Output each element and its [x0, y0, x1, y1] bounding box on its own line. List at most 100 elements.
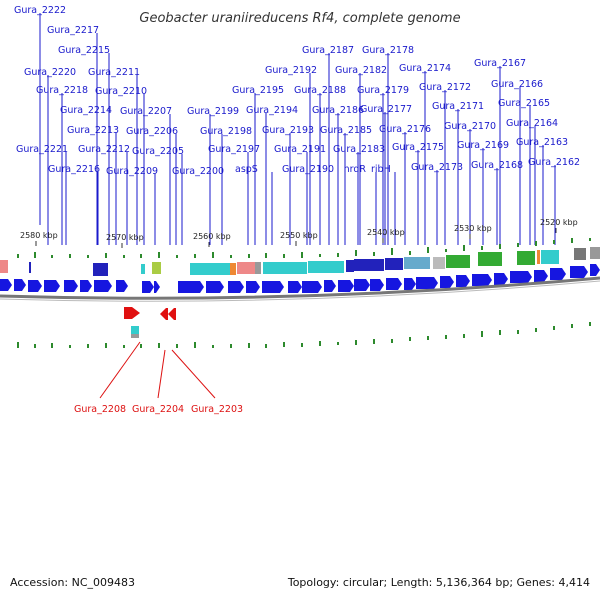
- gene-label[interactable]: nrdR: [344, 164, 367, 175]
- gene-arrow-forward[interactable]: [246, 281, 260, 293]
- gene-label[interactable]: Gura_2217: [47, 25, 99, 36]
- gene-arrow-forward[interactable]: [440, 276, 454, 288]
- gene-label[interactable]: Gura_2192: [265, 65, 317, 76]
- gene-arrow-forward[interactable]: [416, 277, 438, 289]
- gene-label-reverse[interactable]: Gura_2204: [132, 404, 184, 415]
- forward-gene-labels: Gura_2222 Gura_2217 Gura_2215 Gura_2220 …: [14, 5, 580, 177]
- gene-arrow-forward[interactable]: [494, 273, 508, 285]
- gene-label[interactable]: Gura_2163: [516, 137, 568, 148]
- gene-label[interactable]: Gura_2173: [411, 162, 463, 173]
- gene-label[interactable]: Gura_2164: [506, 118, 558, 129]
- gene-arrow-forward[interactable]: [64, 280, 78, 292]
- gene-label[interactable]: Gura_2197: [208, 144, 260, 155]
- gene-arrow-forward[interactable]: [262, 281, 284, 293]
- gene-arrow-forward[interactable]: [154, 281, 160, 293]
- gene-arrow-forward[interactable]: [178, 281, 204, 293]
- gene-label[interactable]: Gura_2195: [232, 85, 284, 96]
- gene-label[interactable]: Gura_2177: [360, 104, 412, 115]
- gene-label[interactable]: Gura_2207: [120, 106, 172, 117]
- gene-label[interactable]: Gura_2209: [106, 166, 158, 177]
- gene-label[interactable]: Gura_2215: [58, 45, 110, 56]
- gene-label[interactable]: Gura_2168: [471, 160, 523, 171]
- gene-arrow-forward[interactable]: [370, 279, 384, 291]
- gene-label[interactable]: Gura_2220: [24, 67, 76, 78]
- gene-label[interactable]: Gura_2212: [78, 144, 130, 155]
- gene-arrow-forward[interactable]: [534, 270, 548, 282]
- gene-arrow-forward[interactable]: [44, 280, 60, 292]
- gene-label[interactable]: Gura_2214: [60, 105, 112, 116]
- map-title: Geobacter uraniireducens Rf4, complete g…: [139, 11, 460, 26]
- gene-arrow-forward[interactable]: [142, 281, 154, 293]
- gene-label[interactable]: ribH: [371, 164, 391, 175]
- gene-label[interactable]: Gura_2171: [432, 101, 484, 112]
- gene-label[interactable]: Gura_2191: [274, 144, 326, 155]
- gene-label[interactable]: Gura_2190: [282, 164, 334, 175]
- gene-arrow-reverse[interactable]: [168, 308, 176, 320]
- gene-label[interactable]: Gura_2187: [302, 45, 354, 56]
- gene-label[interactable]: Gura_2211: [88, 67, 140, 78]
- gene-arrow-forward[interactable]: [116, 280, 128, 292]
- gene-label[interactable]: Gura_2222: [14, 5, 66, 16]
- gene-label[interactable]: Gura_2194: [246, 105, 298, 116]
- gene-label[interactable]: Gura_2221: [16, 144, 68, 155]
- scale-ticks: [35, 228, 557, 248]
- gene-arrow-forward[interactable]: [472, 274, 492, 286]
- gene-arrow-reverse[interactable]: [124, 307, 140, 319]
- gene-label-reverse[interactable]: Gura_2203: [191, 404, 243, 415]
- gene-label[interactable]: Gura_2206: [126, 126, 178, 137]
- gene-label[interactable]: Gura_2198: [200, 126, 252, 137]
- gene-label[interactable]: Gura_2179: [357, 85, 409, 96]
- gene-arrow-forward[interactable]: [324, 280, 336, 292]
- gc-content-lower: [17, 322, 591, 348]
- gene-arrow-forward[interactable]: [206, 281, 224, 293]
- gene-arrow-forward[interactable]: [302, 281, 322, 293]
- gene-arrow-forward[interactable]: [354, 279, 370, 291]
- genome-info-text: Topology: circular; Length: 5,136,364 bp…: [287, 576, 590, 589]
- gene-label[interactable]: Gura_2174: [399, 63, 451, 74]
- gene-arrow-forward[interactable]: [570, 266, 588, 278]
- gene-arrow-forward[interactable]: [386, 278, 402, 290]
- gene-label[interactable]: Gura_2200: [172, 166, 224, 177]
- gene-arrow-forward[interactable]: [288, 281, 302, 293]
- gene-label[interactable]: Gura_2210: [95, 86, 147, 97]
- gene-arrow-forward[interactable]: [14, 279, 26, 291]
- gene-label[interactable]: Gura_2213: [67, 125, 119, 136]
- gene-label[interactable]: Gura_2183: [333, 144, 385, 155]
- gene-label[interactable]: Gura_2176: [379, 124, 431, 135]
- forward-gene-arrows: [0, 264, 600, 293]
- gene-arrow-forward[interactable]: [456, 275, 470, 287]
- gene-label[interactable]: Gura_2188: [294, 85, 346, 96]
- gene-label[interactable]: Gura_2193: [262, 125, 314, 136]
- gene-label[interactable]: Gura_2185: [320, 125, 372, 136]
- gene-arrow-forward[interactable]: [80, 280, 92, 292]
- gene-arrow-forward[interactable]: [28, 280, 42, 292]
- gene-arrow-forward[interactable]: [228, 281, 244, 293]
- gene-label[interactable]: Gura_2167: [474, 58, 526, 69]
- gene-label[interactable]: Gura_2178: [362, 45, 414, 56]
- gene-arrow-forward[interactable]: [0, 279, 12, 291]
- gene-label[interactable]: Gura_2166: [491, 79, 543, 90]
- gene-arrow-forward[interactable]: [338, 280, 354, 292]
- gene-arrow-forward[interactable]: [510, 271, 532, 283]
- gene-label[interactable]: Gura_2169: [457, 140, 509, 151]
- gene-arrow-forward[interactable]: [590, 264, 600, 276]
- gene-label[interactable]: Gura_2199: [187, 106, 239, 117]
- gene-label[interactable]: Gura_2165: [498, 98, 550, 109]
- gene-arrow-forward[interactable]: [404, 278, 416, 290]
- gene-label[interactable]: Gura_2162: [528, 157, 580, 168]
- gene-label[interactable]: aspS: [235, 164, 258, 175]
- genome-backbone-shadow: [0, 280, 600, 302]
- gene-label[interactable]: Gura_2205: [132, 146, 184, 157]
- gene-arrow-forward[interactable]: [550, 268, 566, 280]
- gene-label[interactable]: Gura_2218: [36, 85, 88, 96]
- gene-label[interactable]: Gura_2182: [335, 65, 387, 76]
- gene-label[interactable]: Gura_2175: [392, 142, 444, 153]
- gene-label[interactable]: Gura_2216: [48, 164, 100, 175]
- gene-label[interactable]: Gura_2172: [419, 82, 471, 93]
- gene-arrow-reverse[interactable]: [160, 308, 168, 320]
- gene-label-reverse[interactable]: Gura_2208: [74, 404, 126, 415]
- gene-label[interactable]: Gura_2170: [444, 121, 496, 132]
- gene-arrow-forward[interactable]: [94, 280, 112, 292]
- gene-label[interactable]: Gura_2186: [312, 105, 364, 116]
